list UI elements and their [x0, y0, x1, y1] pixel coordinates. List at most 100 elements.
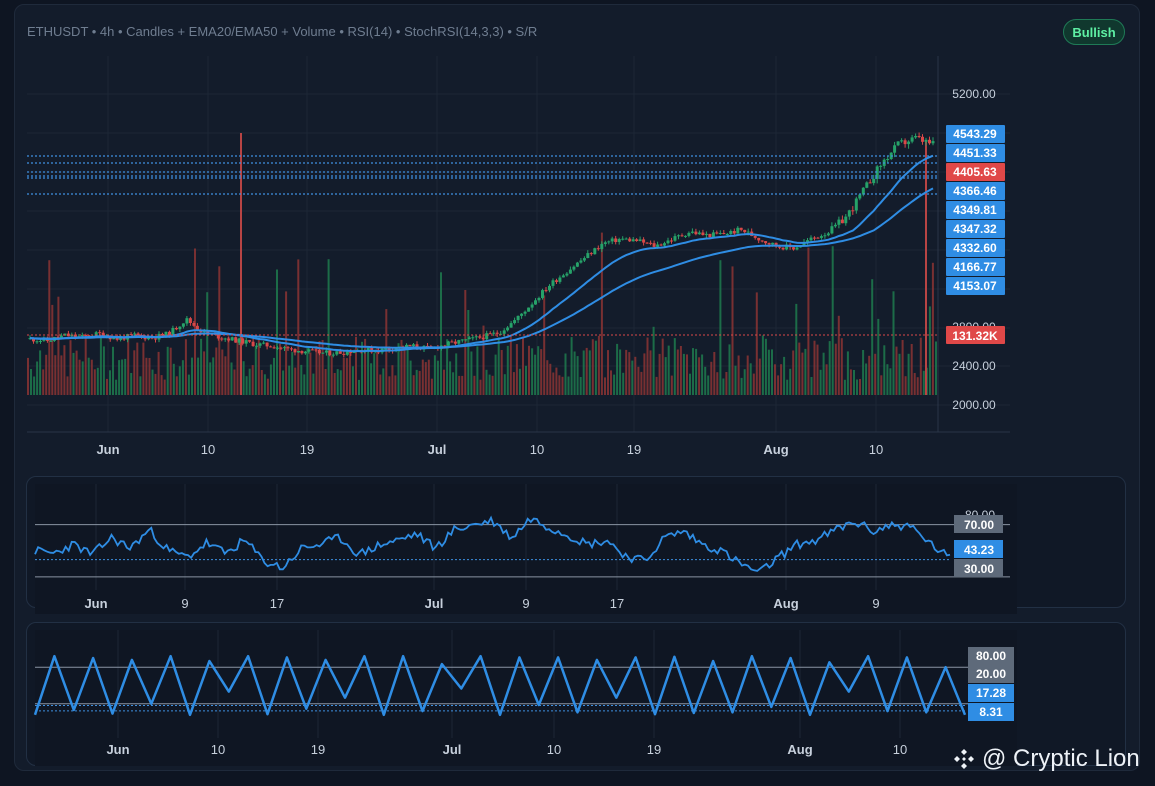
candle-body [833, 224, 837, 227]
candle-body [764, 241, 768, 244]
candle-body [185, 318, 189, 324]
volume-bar [679, 346, 682, 395]
volume-bar [682, 353, 685, 395]
candle-body [579, 260, 583, 263]
volume-bar [928, 306, 931, 395]
volume-bar [755, 292, 758, 395]
volume-bar [515, 344, 518, 395]
volume-bar [233, 369, 236, 395]
candle-body [572, 266, 576, 270]
volume-bar [500, 350, 503, 395]
volume-bar [87, 357, 90, 395]
candle-body [216, 334, 220, 339]
volume-bar [112, 346, 114, 395]
rsi-x-tick-label: 9 [181, 596, 188, 611]
candle-body [523, 311, 527, 314]
volume-bar [430, 378, 433, 395]
volume-bar [767, 349, 770, 395]
volume-bar [288, 365, 291, 395]
candle-body [192, 323, 196, 326]
price-label-text: 4332.60 [953, 241, 997, 255]
main-x-tick-label: 10 [201, 442, 215, 457]
volume-bar [813, 340, 816, 395]
candle-body [307, 349, 311, 352]
rsi-x-tick-label: 9 [522, 596, 529, 611]
candle-body [649, 242, 653, 244]
volume-bar [588, 350, 591, 395]
candle-body [621, 238, 625, 240]
candle-body [269, 346, 273, 348]
volume-bar [194, 248, 196, 395]
candle-body [725, 234, 729, 235]
volume-bar [853, 370, 855, 395]
volume-bar [345, 358, 348, 395]
volume-bar [579, 377, 582, 395]
volume-bar [154, 373, 157, 395]
candle-body [694, 231, 698, 235]
candle-body [875, 166, 879, 179]
rsi-x-tick-label: Jul [425, 596, 444, 611]
volume-bar [634, 356, 637, 395]
volume-bar [391, 365, 394, 395]
volume-bar [297, 259, 300, 395]
volume-bar [667, 345, 670, 395]
candle-body [568, 269, 572, 274]
volume-bar [895, 346, 898, 395]
volume-bar [373, 353, 376, 395]
candle-body [255, 345, 259, 347]
candle-body [722, 233, 726, 234]
volume-bar [910, 344, 913, 395]
volume-bar [676, 349, 679, 395]
candle-body [276, 347, 279, 349]
volume-bar [327, 259, 330, 395]
candle-body [642, 239, 646, 243]
candle-body [314, 349, 318, 351]
volume-bar [148, 358, 151, 395]
volume-bar [774, 364, 776, 395]
volume-bar [874, 353, 877, 395]
main-x-tick-label: 10 [869, 442, 883, 457]
candle-body [910, 137, 914, 142]
candle-body [98, 332, 102, 334]
volume-bar [251, 365, 254, 395]
volume-bar [543, 295, 546, 395]
candle-body [544, 290, 548, 292]
volume-bar [385, 309, 388, 395]
volume-bar [160, 375, 163, 395]
volume-bar [819, 369, 822, 395]
candle-body [202, 331, 206, 333]
candle-body [785, 244, 789, 250]
volume-bar [935, 341, 937, 395]
volume-bar [537, 346, 540, 395]
volume-bar [306, 346, 309, 395]
candle-body [147, 337, 150, 340]
volume-bar [722, 378, 725, 395]
volume-bar [710, 361, 713, 395]
price-label-text: 4543.29 [953, 127, 997, 141]
candle-body [624, 238, 628, 240]
volume-bar [737, 355, 740, 395]
candle-body [460, 339, 464, 341]
price-label-text: 4153.07 [953, 279, 997, 293]
volume-bar [488, 374, 491, 395]
candle-body [168, 331, 171, 336]
stochrsi-line [33, 654, 967, 717]
volume-bar [512, 372, 515, 395]
volume-bar [276, 269, 278, 395]
volume-bar [245, 376, 248, 395]
candle-body [652, 243, 656, 247]
main-y-tick-label: 2000.00 [952, 398, 996, 412]
price-label-box [946, 182, 1005, 200]
candle-body [732, 231, 736, 234]
volume-spike-bar [925, 140, 927, 395]
main-y-tick-label: 5200.00 [952, 87, 996, 101]
volume-bar [224, 356, 227, 395]
volume-bar [567, 376, 570, 395]
volume-bar [206, 292, 209, 395]
stoch-label-text: 8.31 [979, 705, 1003, 719]
volume-bar [39, 350, 42, 395]
volume-bar [303, 374, 306, 395]
volume-bar [613, 374, 616, 395]
volume-bar [670, 375, 673, 395]
candle-body [593, 248, 597, 255]
